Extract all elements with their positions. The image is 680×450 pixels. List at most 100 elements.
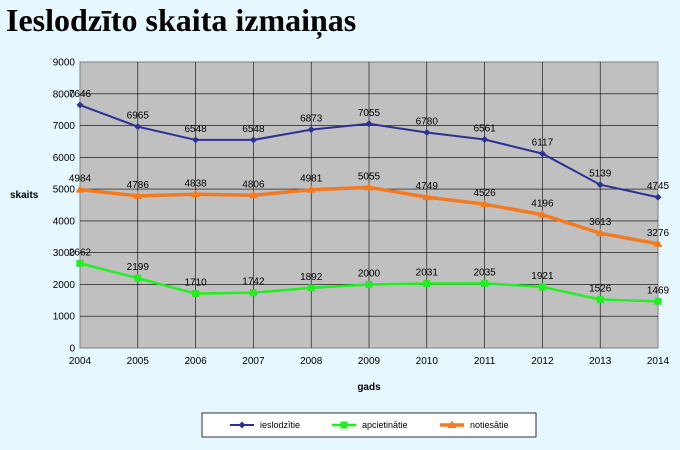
data-point xyxy=(654,297,662,305)
data-point xyxy=(422,192,432,201)
data-point xyxy=(134,274,142,282)
data-label: 2662 xyxy=(69,247,92,258)
data-label: 7055 xyxy=(358,108,381,119)
data-point xyxy=(306,185,316,193)
page-title: Ieslodzīto skaita izmaiņas xyxy=(6,2,357,38)
x-axis-title: gads xyxy=(357,382,381,393)
data-label: 5055 xyxy=(358,171,381,182)
x-tick-label: 2006 xyxy=(184,356,207,367)
y-tick-label: 2000 xyxy=(53,280,76,291)
x-tick-label: 2013 xyxy=(589,356,612,367)
data-point xyxy=(75,185,85,193)
y-axis-title: skaits xyxy=(10,190,39,201)
data-point xyxy=(249,289,257,297)
y-tick-label: 3000 xyxy=(53,248,76,259)
x-tick-label: 2009 xyxy=(358,356,381,367)
x-tick-label: 2012 xyxy=(531,356,554,367)
legend-box xyxy=(201,412,537,438)
data-point xyxy=(133,191,143,199)
legend-label: notiesātie xyxy=(470,420,509,430)
x-tick-label: 2007 xyxy=(242,356,265,367)
data-point xyxy=(596,296,604,304)
data-label: 2031 xyxy=(416,267,439,278)
legend-label: ieslodzītie xyxy=(260,420,300,430)
data-label: 4745 xyxy=(647,181,670,192)
data-point xyxy=(596,181,604,189)
data-label: 4806 xyxy=(242,179,265,190)
data-point xyxy=(423,129,431,137)
data-label: 4984 xyxy=(69,174,92,185)
data-label: 4786 xyxy=(127,180,150,191)
data-point xyxy=(248,190,258,199)
y-tick-label: 9000 xyxy=(53,58,76,69)
data-point xyxy=(538,150,546,158)
data-point xyxy=(76,259,84,267)
data-label: 1742 xyxy=(242,277,265,288)
data-point xyxy=(653,239,663,247)
data-point xyxy=(192,136,200,144)
data-point xyxy=(307,284,315,292)
data-point xyxy=(192,290,200,298)
data-point xyxy=(481,279,489,287)
data-point xyxy=(249,136,257,144)
y-tick-label: 4000 xyxy=(53,216,76,227)
y-tick-label: 7000 xyxy=(53,121,76,132)
y-tick-label: 6000 xyxy=(53,153,76,164)
data-point xyxy=(340,421,348,429)
data-label: 2199 xyxy=(127,262,150,273)
data-point xyxy=(654,193,662,201)
data-point xyxy=(364,182,374,191)
data-point xyxy=(134,123,142,131)
data-point xyxy=(595,228,605,237)
data-point xyxy=(365,120,373,128)
data-point xyxy=(480,199,490,208)
data-label: 6873 xyxy=(300,114,323,125)
x-tick-label: 2014 xyxy=(647,356,670,367)
data-label: 4526 xyxy=(473,188,496,199)
x-tick-label: 2004 xyxy=(69,356,92,367)
data-point xyxy=(538,283,546,291)
data-label: 1921 xyxy=(531,271,554,282)
data-label: 4838 xyxy=(184,178,207,189)
data-label: 1526 xyxy=(589,284,612,295)
data-label: 3613 xyxy=(589,217,612,228)
y-tick-label: 0 xyxy=(69,344,75,355)
data-label: 1892 xyxy=(300,272,323,283)
data-label: 4196 xyxy=(531,199,554,210)
y-tick-label: 1000 xyxy=(53,312,76,323)
x-tick-label: 2005 xyxy=(127,356,150,367)
data-point xyxy=(307,126,315,134)
y-tick-label: 5000 xyxy=(53,185,76,196)
data-point xyxy=(76,101,84,109)
data-point xyxy=(191,189,201,198)
legend: ieslodzītie apcietinātie notiesātie xyxy=(230,420,509,430)
data-label: 5139 xyxy=(589,169,612,180)
x-tick-label: 2011 xyxy=(474,356,496,367)
data-label: 1710 xyxy=(184,278,207,289)
y-tick-label: 8000 xyxy=(53,89,76,100)
x-axis-ticks: 2004 2005 2006 2007 2008 2009 2010 2011 2012 2013… xyxy=(69,356,670,367)
data-label: 2000 xyxy=(358,268,381,279)
data-label: 1469 xyxy=(647,285,670,296)
data-label: 3276 xyxy=(647,228,670,239)
data-label: 7646 xyxy=(69,89,92,100)
data-label: 6117 xyxy=(532,138,554,149)
data-label: 6548 xyxy=(184,124,207,135)
data-label: 6561 xyxy=(473,124,496,135)
data-point xyxy=(481,136,489,144)
data-point xyxy=(447,420,457,428)
data-point xyxy=(423,279,431,287)
data-point xyxy=(238,421,246,429)
data-label: 6780 xyxy=(416,117,439,128)
data-labels: 7646 6965 6548 6548 6873 7055 6780 6561 6117 5139… xyxy=(69,89,670,296)
x-tick-label: 2010 xyxy=(416,356,439,367)
data-label: 6548 xyxy=(242,124,265,135)
data-label: 6965 xyxy=(127,111,150,122)
data-label: 4981 xyxy=(300,174,323,185)
data-label: 2035 xyxy=(473,267,496,278)
data-point xyxy=(537,210,547,218)
series-group xyxy=(75,101,663,305)
x-tick-label: 2008 xyxy=(300,356,323,367)
data-point xyxy=(365,280,373,288)
